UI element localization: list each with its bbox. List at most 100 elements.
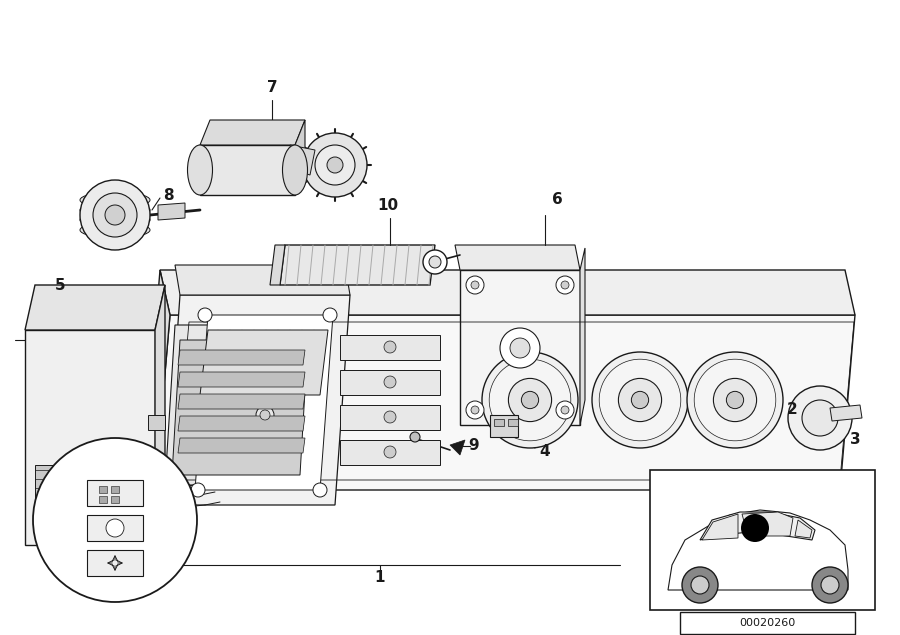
Circle shape (198, 308, 212, 322)
Polygon shape (178, 438, 305, 453)
Polygon shape (290, 145, 315, 175)
Circle shape (80, 180, 150, 250)
Polygon shape (460, 270, 580, 425)
Polygon shape (340, 405, 440, 430)
Circle shape (327, 157, 343, 173)
Circle shape (105, 205, 125, 225)
Circle shape (384, 446, 396, 458)
Text: 2: 2 (787, 403, 797, 417)
Polygon shape (580, 248, 585, 425)
Circle shape (191, 483, 205, 497)
Polygon shape (165, 295, 350, 505)
Bar (111, 486, 119, 493)
Circle shape (812, 567, 848, 603)
Polygon shape (340, 335, 440, 360)
Bar (99, 496, 107, 503)
Polygon shape (35, 465, 148, 500)
Circle shape (490, 359, 571, 441)
Polygon shape (175, 265, 350, 295)
Polygon shape (155, 285, 165, 545)
Bar (99, 486, 107, 493)
Circle shape (106, 519, 124, 537)
Circle shape (466, 276, 484, 294)
Circle shape (500, 328, 540, 368)
Circle shape (303, 133, 367, 197)
Circle shape (33, 438, 197, 602)
Bar (508, 419, 518, 426)
Polygon shape (340, 370, 440, 395)
Polygon shape (795, 520, 812, 538)
Polygon shape (700, 512, 815, 540)
Circle shape (694, 359, 776, 441)
Polygon shape (25, 330, 155, 545)
Circle shape (482, 352, 578, 448)
Circle shape (323, 308, 337, 322)
Polygon shape (145, 270, 170, 490)
Polygon shape (340, 440, 440, 465)
Polygon shape (172, 340, 308, 475)
Bar (87, 550, 143, 576)
Polygon shape (148, 415, 165, 430)
Circle shape (821, 576, 839, 594)
Circle shape (599, 359, 680, 441)
Circle shape (315, 145, 355, 185)
Polygon shape (178, 372, 305, 387)
Circle shape (510, 338, 530, 358)
Ellipse shape (283, 145, 308, 195)
Bar (87, 515, 143, 541)
Ellipse shape (80, 192, 150, 208)
Bar (650, 470, 875, 610)
Circle shape (632, 391, 649, 409)
Circle shape (423, 250, 447, 274)
Bar (87, 480, 143, 506)
Text: 9: 9 (469, 439, 480, 453)
Bar (680, 612, 855, 634)
Circle shape (687, 352, 783, 448)
Polygon shape (178, 350, 305, 365)
Circle shape (561, 281, 569, 289)
Circle shape (256, 406, 274, 424)
Circle shape (471, 406, 479, 414)
Polygon shape (160, 270, 855, 315)
Polygon shape (830, 405, 862, 421)
Polygon shape (200, 330, 328, 395)
Polygon shape (155, 315, 855, 490)
Polygon shape (270, 245, 285, 285)
Circle shape (714, 378, 757, 422)
Polygon shape (280, 245, 435, 285)
Circle shape (682, 567, 718, 603)
Polygon shape (702, 514, 738, 540)
Circle shape (741, 514, 769, 542)
Circle shape (471, 281, 479, 289)
Ellipse shape (80, 202, 150, 218)
Circle shape (384, 376, 396, 388)
Text: 6: 6 (552, 192, 562, 208)
Text: 3: 3 (850, 432, 860, 448)
Ellipse shape (80, 222, 150, 238)
Circle shape (384, 341, 396, 353)
Circle shape (556, 401, 574, 419)
Circle shape (802, 400, 838, 436)
Circle shape (726, 391, 743, 409)
Circle shape (466, 401, 484, 419)
Text: 1: 1 (374, 570, 385, 585)
Circle shape (521, 391, 538, 409)
Circle shape (260, 410, 270, 420)
Polygon shape (178, 416, 305, 431)
Polygon shape (742, 512, 793, 536)
Circle shape (384, 411, 396, 423)
Polygon shape (158, 203, 185, 220)
Circle shape (313, 483, 327, 497)
Polygon shape (450, 440, 465, 455)
Circle shape (788, 386, 852, 450)
Polygon shape (178, 394, 305, 409)
Circle shape (93, 193, 137, 237)
Circle shape (508, 378, 552, 422)
Circle shape (556, 276, 574, 294)
Bar (490, 415, 518, 437)
Circle shape (429, 256, 441, 268)
Polygon shape (25, 285, 165, 330)
Circle shape (410, 432, 420, 442)
Text: 4: 4 (540, 444, 550, 460)
Circle shape (691, 576, 709, 594)
